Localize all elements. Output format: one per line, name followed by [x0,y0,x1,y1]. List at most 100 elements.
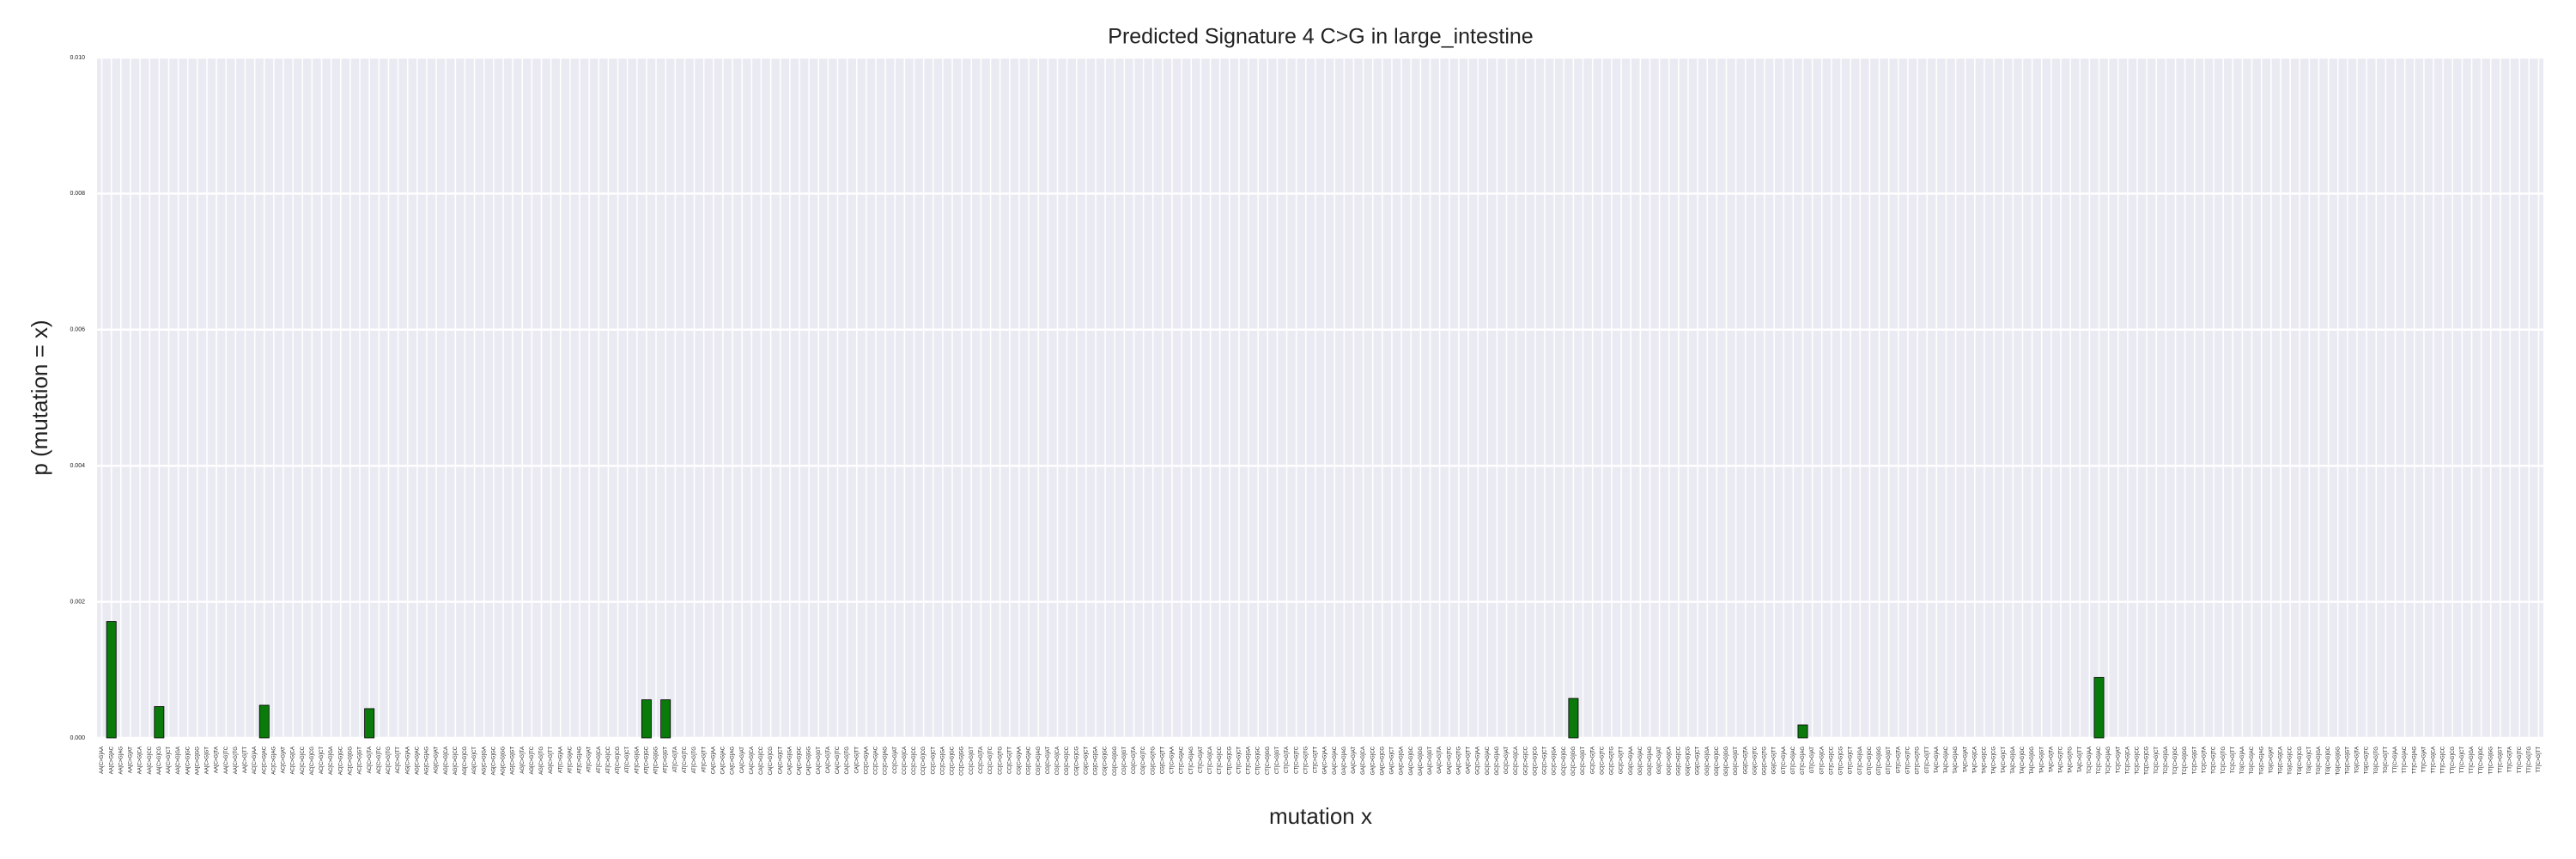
x-tick-label: GT[C>G]AC [1791,746,1796,774]
x-tick-label: TT[C>G]AT [2421,746,2427,773]
x-tick-label: TA[C>G]GG [2030,746,2035,775]
x-tick-label: CT[C>G]GC [1256,746,1261,775]
x-tick-label: TC[C>G]GT [2192,746,2197,775]
x-tick-label: AC[C>G]AC [262,746,267,774]
x-tick-label: AG[C>G]CA [444,746,449,775]
x-tick-label: AC[C>G]GC [338,746,343,775]
bar [154,706,165,739]
x-tick-label: GC[C>G]TC [1600,746,1605,775]
x-tick-label: TG[C>G]AA [2240,746,2245,774]
x-tick-label: CG[C>G]TT [1160,746,1165,775]
x-tick-label: AG[C>G]AA [405,746,410,775]
x-tick-label: CC[C>G]AG [884,746,889,776]
x-tick-label: GG[C>G]CA [1667,746,1672,776]
x-tick-label: AC[C>G]AT [282,746,287,774]
x-tick-label: CT[C>G]AA [1170,746,1176,774]
x-tick-label: AG[C>G]GC [491,746,496,775]
x-tick-label: AA[C>G]TA [215,746,220,773]
x-tick-label: TG[C>G]CG [2298,746,2303,776]
x-tick-label: TG[C>G]GC [2326,746,2331,775]
x-tick-label: TA[C>G]AA [1935,746,1940,773]
x-tick-label: CA[C>G]GG [807,746,812,776]
x-tick-label: TG[C>G]TC [2365,746,2370,774]
y-tick-label: 0.002 [70,599,85,605]
x-tick-label: GT[C>G]CC [1829,746,1834,775]
x-tick-label: CA[C>G]TT [854,746,860,774]
x-tick-label: TG[C>G]GT [2345,746,2350,775]
x-tick-label: GG[C>G]AG [1648,746,1653,776]
x-tick-label: AG[C>G]GG [501,746,507,776]
x-tick-label: CG[C>G]AG [1036,746,1042,776]
x-tick-label: GT[C>G]AA [1782,746,1787,774]
x-tick-label: AT[C>G]TG [692,746,697,774]
x-tick-label: AT[C>G]GG [654,746,659,775]
x-tick-label: TG[C>G]TG [2374,746,2379,775]
x-tick-label: GA[C>G]TT [1467,746,1472,774]
x-tick-label: GA[C>G]AC [1333,746,1338,775]
x-tick-label: GC[C>G]CC [1523,746,1528,775]
x-tick-label: TC[C>G]TC [2212,746,2217,774]
x-tick-label: TC[C>G]CC [2136,746,2141,774]
x-tick-label: TT[C>G]CG [2451,746,2456,775]
x-tick-label: TT[C>G]CC [2441,746,2446,774]
x-tick-label: CC[C>G]CT [931,746,936,775]
x-tick-label: AG[C>G]AG [425,746,430,776]
x-tick-label: TA[C>G]AC [1944,746,1949,773]
x-tick-label: CA[C>G]AG [731,746,736,775]
x-tick-label: AG[C>G]CG [463,746,468,776]
x-tick-label: AT[C>G]GC [644,746,649,774]
x-tick-label: CT[C>G]AC [1180,746,1185,774]
x-tick-label: TT[C>G]CA [2432,746,2437,774]
x-tick-label: AT[C>G]AG [578,746,583,774]
x-tick-label: GG[C>G]AA [1629,746,1634,775]
x-tick-label: CC[C>G]GC [951,746,956,775]
x-tick-label: AA[C>G]CC [148,746,153,774]
x-tick-label: GT[C>G]GC [1868,746,1873,775]
x-tick-label: AT[C>G]AA [558,746,563,773]
x-tick-label: GA[C>G]AA [1323,746,1328,775]
x-tick-label: AT[C>G]CC [606,746,611,773]
x-tick-label: GC[C>G]TT [1619,746,1625,775]
x-tick-label: GA[C>G]GT [1428,746,1433,775]
x-tick-label: AT[C>G]GA [635,746,640,774]
x-tick-label: GA[C>G]AG [1342,746,1347,776]
x-tick-label: GT[C>G]CA [1820,746,1825,775]
x-tick-label: GG[C>G]TA [1743,746,1748,774]
x-tick-label: AC[C>G]CA [291,746,296,775]
x-tick-label: CT[C>G]TT [1314,746,1319,774]
x-tick-label: GA[C>G]AT [1352,746,1357,774]
x-tick-label: CA[C>G]AA [711,746,716,774]
x-tick-label: TA[C>G]GC [2020,746,2026,774]
x-tick-label: GC[C>G]CG [1533,746,1538,776]
y-tick-label: 0.004 [70,463,85,469]
x-tick-label: GA[C>G]TC [1447,746,1452,774]
x-tick-label: GT[C>G]TT [1925,746,1930,774]
x-tick-label: AA[C>G]GA [176,746,181,775]
x-tick-label: GG[C>G]CT [1696,746,1701,776]
x-tick-label: TT[C>G]GT [2498,746,2503,774]
x-tick-label: AA[C>G]TC [224,746,229,774]
x-tick-label: GG[C>G]GG [1724,746,1729,777]
x-tick-label: CA[C>G]AT [740,746,745,774]
x-tick-label: TT[C>G]AG [2412,746,2417,774]
bar [641,699,652,739]
x-tick-label: CA[C>G]TG [845,746,850,775]
x-tick-label: AT[C>G]GT [664,746,669,774]
x-tick-label: AC[C>G]TA [368,746,373,773]
x-tick-label: TC[C>G]CA [2125,746,2130,774]
x-tick-label: CA[C>G]CG [769,746,774,776]
x-tick-label: GC[C>G]AG [1495,746,1500,776]
bar [660,699,671,739]
x-tick-label: TC[C>G]GC [2173,746,2178,775]
x-tick-label: AC[C>G]AA [252,746,258,774]
x-tick-label: CG[C>G]AA [1018,746,1023,775]
x-tick-label: GC[C>G]TA [1590,746,1595,774]
x-tick-label: AC[C>G]AG [271,746,276,775]
bar [258,704,270,739]
x-tick-label: GG[C>G]AT [1657,746,1662,775]
x-tick-label: TC[C>G]CT [2154,746,2160,774]
x-tick-label: GC[C>G]AC [1485,746,1491,775]
x-tick-label: CC[C>G]GT [969,746,975,775]
